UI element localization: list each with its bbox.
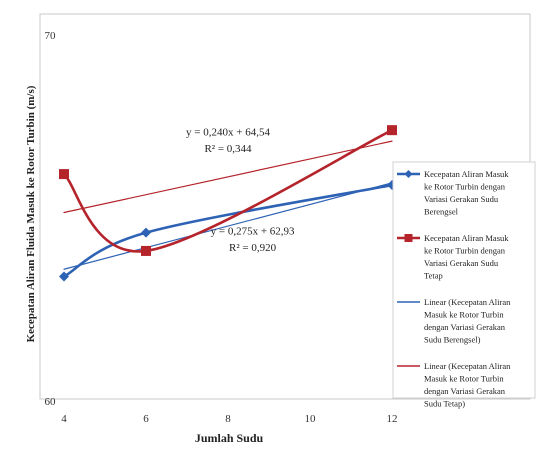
data-point-s1-1 xyxy=(141,245,151,256)
data-point-s1-2 xyxy=(387,125,397,136)
legend-items: Kecepatan Aliran Masuk ke Rotor Turbin de… xyxy=(397,169,511,409)
tick-labels: 4 6 8 10 12 60 70 xyxy=(45,30,398,425)
legend: Kecepatan Aliran Masuk ke Rotor Turbin de… xyxy=(392,161,536,409)
legend-label: Kecepatan Aliran Masuk ke Rotor Turbin de… xyxy=(424,169,509,217)
legend-swatch-marker xyxy=(404,170,413,178)
x-axis-label: Jumlah Sudu xyxy=(195,431,264,445)
x-tick-label: 4 xyxy=(61,413,67,425)
data-point-s0-1 xyxy=(141,227,151,238)
legend-label: Kecepatan Aliran Masuk ke Rotor Turbin de… xyxy=(424,233,509,281)
annotation-2: y = 0,275x + 62,93 xyxy=(211,225,295,237)
annotation-1: R² = 0,344 xyxy=(204,143,252,155)
legend-item-0: Kecepatan Aliran Masuk ke Rotor Turbin de… xyxy=(397,169,509,217)
x-tick-label: 10 xyxy=(305,413,317,425)
trendline-2 xyxy=(63,182,393,270)
annotation-3: R² = 0,920 xyxy=(229,242,277,254)
x-tick-label: 6 xyxy=(143,413,149,425)
legend-swatch-marker xyxy=(404,234,413,242)
legend-item-2: Linear (Kecepatan Aliran Masuk ke Rotor T… xyxy=(397,297,511,345)
y-tick-label: 70 xyxy=(45,30,57,42)
legend-item-1: Kecepatan Aliran Masuk ke Rotor Turbin de… xyxy=(397,233,509,281)
legend-label: Linear (Kecepatan Aliran Masuk ke Rotor T… xyxy=(424,361,511,409)
trendline-3 xyxy=(63,140,393,214)
data-point-s1-0 xyxy=(59,169,69,180)
y-axis-label: Kecepatan Aliran Fluida Masuk ke Rotor T… xyxy=(25,85,37,342)
x-tick-label: 8 xyxy=(225,413,231,425)
series-line-1 xyxy=(62,128,394,253)
annotation-0: y = 0,240x + 64,54 xyxy=(186,127,270,139)
equation-annotations: y = 0,240x + 64,54 R² = 0,344 y = 0,275x +… xyxy=(186,127,295,254)
legend-label: Linear (Kecepatan Aliran Masuk ke Rotor T… xyxy=(424,297,511,345)
data-point-s0-0 xyxy=(59,271,69,282)
legend-box xyxy=(392,161,536,399)
legend-item-3: Linear (Kecepatan Aliran Masuk ke Rotor T… xyxy=(397,361,511,409)
y-tick-label: 60 xyxy=(45,396,57,408)
series-line-0 xyxy=(62,183,394,278)
series-lines xyxy=(62,128,394,278)
x-tick-label: 12 xyxy=(387,413,398,425)
